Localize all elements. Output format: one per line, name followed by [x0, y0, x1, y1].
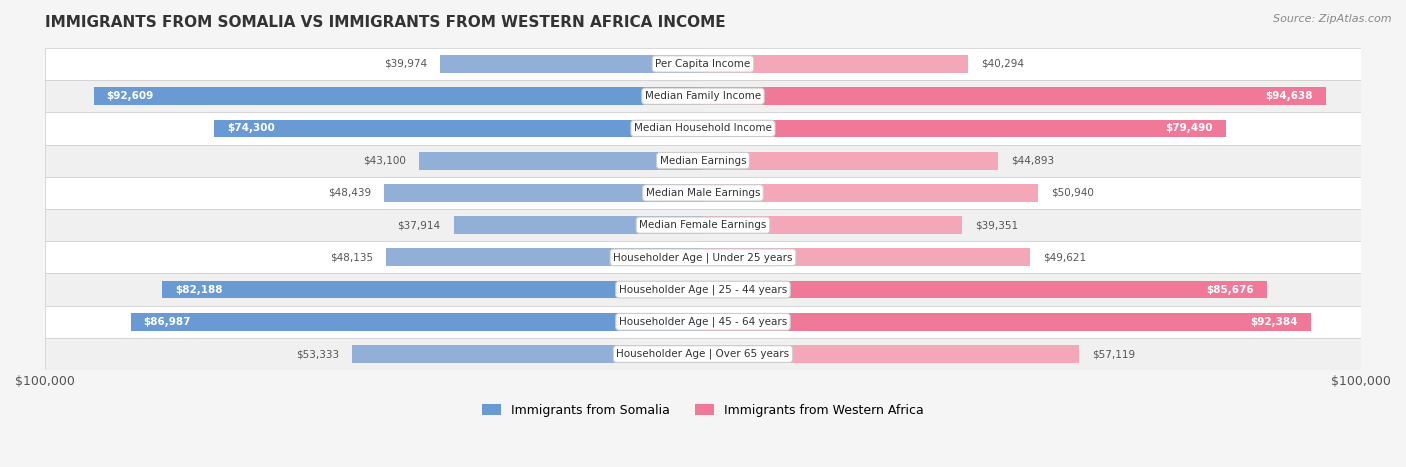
Bar — [45, 48, 1361, 80]
Text: $39,974: $39,974 — [384, 59, 427, 69]
Text: Source: ZipAtlas.com: Source: ZipAtlas.com — [1274, 14, 1392, 24]
Bar — [45, 112, 1361, 144]
Text: $94,638: $94,638 — [1265, 91, 1313, 101]
Text: Per Capita Income: Per Capita Income — [655, 59, 751, 69]
Text: Median Household Income: Median Household Income — [634, 123, 772, 134]
Bar — [440, 55, 703, 73]
Bar — [162, 281, 703, 298]
Text: $86,987: $86,987 — [143, 317, 191, 327]
Bar — [703, 345, 1078, 363]
Text: Householder Age | Over 65 years: Householder Age | Over 65 years — [616, 349, 790, 359]
Text: $49,621: $49,621 — [1043, 252, 1085, 262]
Text: $50,940: $50,940 — [1052, 188, 1094, 198]
Text: $44,893: $44,893 — [1011, 156, 1054, 166]
Bar — [45, 306, 1361, 338]
Bar — [419, 152, 703, 170]
Bar — [214, 120, 703, 137]
Bar — [94, 87, 703, 105]
Bar — [45, 274, 1361, 306]
Bar — [45, 177, 1361, 209]
Text: $48,439: $48,439 — [328, 188, 371, 198]
Bar — [703, 87, 1326, 105]
Text: Median Female Earnings: Median Female Earnings — [640, 220, 766, 230]
Bar — [703, 248, 1029, 266]
Text: Median Family Income: Median Family Income — [645, 91, 761, 101]
Text: $40,294: $40,294 — [981, 59, 1025, 69]
Text: Householder Age | 45 - 64 years: Householder Age | 45 - 64 years — [619, 317, 787, 327]
Text: $57,119: $57,119 — [1092, 349, 1135, 359]
Bar — [703, 152, 998, 170]
Legend: Immigrants from Somalia, Immigrants from Western Africa: Immigrants from Somalia, Immigrants from… — [478, 399, 928, 422]
Text: IMMIGRANTS FROM SOMALIA VS IMMIGRANTS FROM WESTERN AFRICA INCOME: IMMIGRANTS FROM SOMALIA VS IMMIGRANTS FR… — [45, 15, 725, 30]
Text: $53,333: $53,333 — [295, 349, 339, 359]
Bar — [131, 313, 703, 331]
Bar — [45, 241, 1361, 274]
Text: $85,676: $85,676 — [1206, 284, 1254, 295]
Text: $43,100: $43,100 — [363, 156, 406, 166]
Text: Median Earnings: Median Earnings — [659, 156, 747, 166]
Bar — [45, 338, 1361, 370]
Bar — [703, 55, 969, 73]
Bar — [703, 313, 1310, 331]
Bar — [384, 184, 703, 202]
Bar — [45, 209, 1361, 241]
Text: $37,914: $37,914 — [398, 220, 440, 230]
Bar — [703, 216, 962, 234]
Bar — [703, 120, 1226, 137]
Bar — [45, 144, 1361, 177]
Text: $92,384: $92,384 — [1250, 317, 1298, 327]
Text: Householder Age | Under 25 years: Householder Age | Under 25 years — [613, 252, 793, 262]
Bar — [45, 80, 1361, 112]
Bar — [703, 184, 1038, 202]
Text: $79,490: $79,490 — [1166, 123, 1213, 134]
Text: $48,135: $48,135 — [330, 252, 373, 262]
Bar — [703, 281, 1267, 298]
Text: $92,609: $92,609 — [107, 91, 155, 101]
Bar — [352, 345, 703, 363]
Text: $82,188: $82,188 — [176, 284, 222, 295]
Text: Householder Age | 25 - 44 years: Householder Age | 25 - 44 years — [619, 284, 787, 295]
Bar — [387, 248, 703, 266]
Text: Median Male Earnings: Median Male Earnings — [645, 188, 761, 198]
Text: $39,351: $39,351 — [976, 220, 1018, 230]
Bar — [454, 216, 703, 234]
Text: $74,300: $74,300 — [228, 123, 276, 134]
